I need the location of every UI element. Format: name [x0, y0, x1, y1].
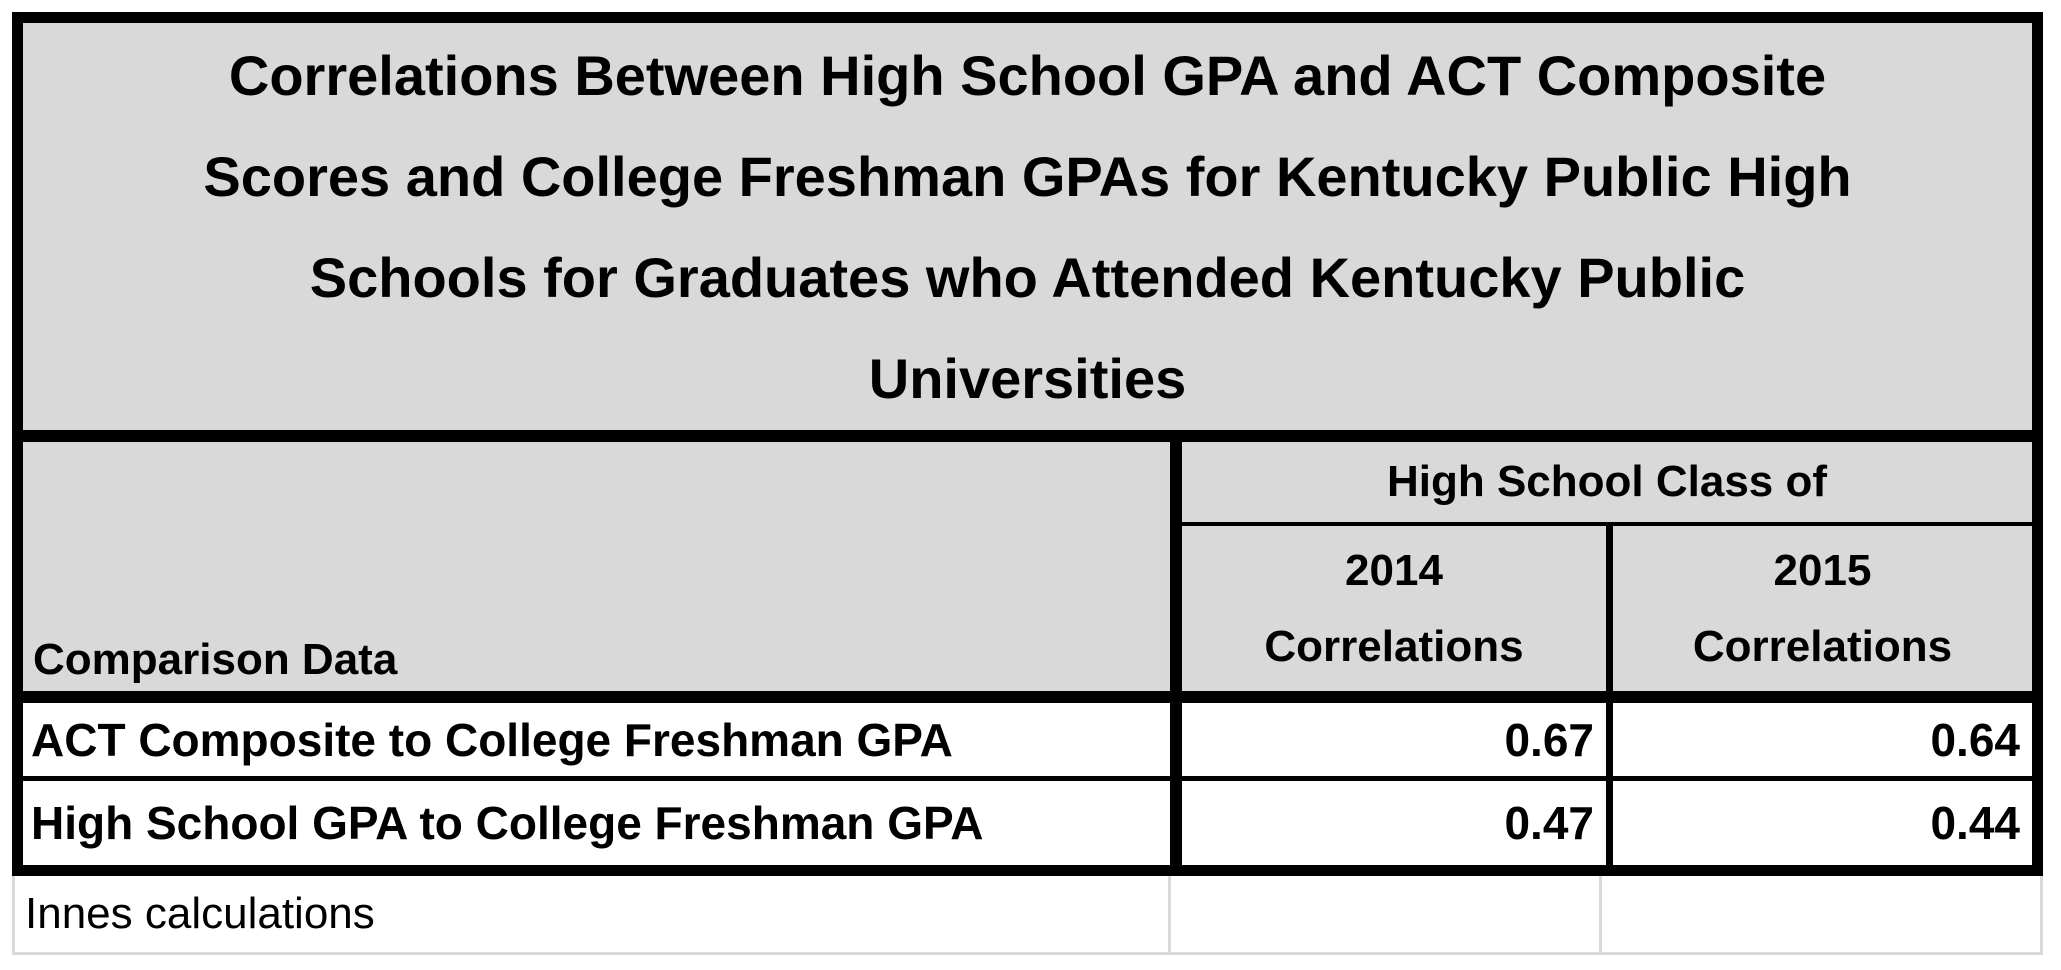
row-header-label: Comparison Data: [33, 635, 398, 684]
column-group-label: High School Class of: [1386, 457, 1828, 506]
table-title: Correlations Between High School GPA and…: [23, 23, 2032, 442]
correlation-table: Correlations Between High School GPA and…: [12, 12, 2043, 876]
table-title-line-3: Schools for Graduates who Attended Kentu…: [309, 245, 1746, 309]
source-note-text: Innes calculations: [25, 889, 375, 938]
row-header-comparison-data: Comparison Data: [23, 442, 1182, 703]
table-row-hsgpa-label: High School GPA to College Freshman GPA: [23, 781, 1182, 865]
column-header-2014-label: Correlations: [1264, 621, 1524, 671]
column-group-header: High School Class of: [1182, 442, 2032, 526]
table-title-line-4: Universities: [868, 346, 1187, 410]
cell-value: 0.64: [1930, 713, 2020, 766]
row-label: ACT Composite to College Freshman GPA: [31, 713, 953, 766]
table-title-line-2: Scores and College Freshman GPAs for Ken…: [203, 144, 1852, 208]
column-header-2014-year: 2014: [1345, 545, 1443, 595]
column-header-2015-label: Correlations: [1692, 621, 1953, 671]
source-note: Innes calculations: [15, 876, 1171, 952]
cell-value: 0.44: [1930, 797, 2020, 849]
footer-empty-cell-2014: [1171, 876, 1602, 952]
footer-empty-cell-2015: [1602, 876, 2043, 952]
table-row-act-label: ACT Composite to College Freshman GPA: [23, 703, 1182, 781]
table-cell-hsgpa-2014: 0.47: [1182, 781, 1613, 865]
column-header-2015-year: 2015: [1773, 545, 1872, 595]
table-footer-row: Innes calculations: [12, 876, 2043, 955]
table-cell-hsgpa-2015: 0.44: [1613, 781, 2032, 865]
table-cell-act-2015: 0.64: [1613, 703, 2032, 781]
column-header-2014: 2014 Correlations: [1182, 526, 1613, 703]
table-title-line-1: Correlations Between High School GPA and…: [228, 43, 1827, 107]
table-grid: Comparison Data High School Class of 201…: [23, 442, 2032, 865]
column-header-2015: 2015 Correlations: [1613, 526, 2032, 703]
cell-value: 0.67: [1504, 713, 1594, 766]
row-label: High School GPA to College Freshman GPA: [31, 797, 984, 849]
cell-value: 0.47: [1504, 797, 1594, 849]
table-cell-act-2014: 0.67: [1182, 703, 1613, 781]
